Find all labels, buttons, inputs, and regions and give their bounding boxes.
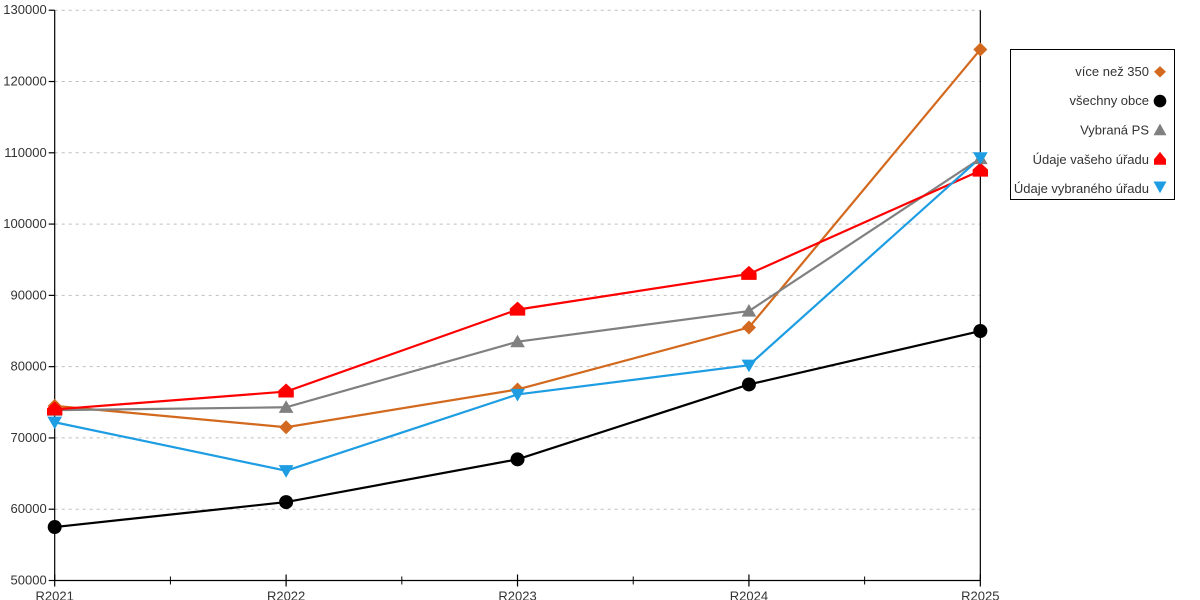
svg-text:všechny obce: všechny obce bbox=[1070, 93, 1150, 108]
svg-text:50000: 50000 bbox=[11, 573, 47, 588]
svg-text:Údaje vašeho úřadu: Údaje vašeho úřadu bbox=[1033, 152, 1149, 167]
svg-text:R2021: R2021 bbox=[36, 589, 74, 600]
svg-text:více než 350: více než 350 bbox=[1075, 64, 1149, 79]
svg-text:R2025: R2025 bbox=[961, 589, 999, 600]
svg-text:R2022: R2022 bbox=[267, 589, 305, 600]
svg-text:Údaje vybraného úřadu: Údaje vybraného úřadu bbox=[1014, 181, 1149, 196]
svg-text:120000: 120000 bbox=[3, 74, 46, 89]
svg-text:80000: 80000 bbox=[11, 359, 47, 374]
svg-text:60000: 60000 bbox=[11, 501, 47, 516]
svg-text:R2024: R2024 bbox=[730, 589, 768, 600]
svg-text:100000: 100000 bbox=[3, 216, 46, 231]
svg-text:Vybraná PS: Vybraná PS bbox=[1080, 123, 1149, 138]
svg-text:130000: 130000 bbox=[3, 2, 46, 17]
svg-text:110000: 110000 bbox=[4, 145, 46, 160]
svg-text:70000: 70000 bbox=[11, 430, 47, 445]
svg-text:90000: 90000 bbox=[11, 287, 47, 302]
svg-text:R2023: R2023 bbox=[498, 589, 536, 600]
